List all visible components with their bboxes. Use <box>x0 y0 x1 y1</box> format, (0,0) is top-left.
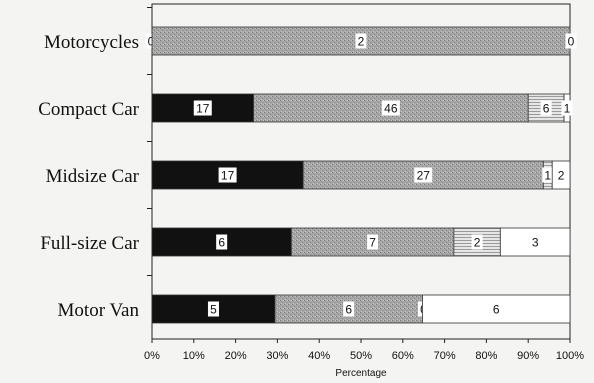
category-label: Compact Car <box>38 99 139 120</box>
x-tick-label: 70% <box>434 350 456 362</box>
data-label-box <box>193 100 212 116</box>
x-tick-label: 100% <box>556 350 584 362</box>
category-label: Full-size Car <box>40 233 139 254</box>
data-label-box <box>555 167 567 183</box>
x-tick-label: 50% <box>350 350 372 362</box>
data-label: 2 <box>474 236 481 250</box>
x-tick-label: 90% <box>517 350 539 362</box>
data-label-box <box>207 301 219 317</box>
data-label: 5 <box>210 303 217 317</box>
x-tick-label: 20% <box>225 350 247 362</box>
x-tick-label: 0% <box>144 350 160 362</box>
data-label-box <box>218 167 237 183</box>
category-label: Motorcycles <box>44 32 139 53</box>
data-label: 0 <box>568 35 575 49</box>
data-label-box <box>542 167 554 183</box>
data-label-box <box>529 234 541 250</box>
data-label-box <box>490 301 502 317</box>
category-label: Midsize Car <box>46 166 140 187</box>
data-label: 3 <box>532 236 539 250</box>
x-tick-label: 40% <box>308 350 330 362</box>
data-label-box <box>381 100 400 116</box>
data-label: 1 <box>544 169 551 183</box>
plot-area: Motorcycles0200Compact Car174661Midsize … <box>38 3 584 379</box>
data-label-box <box>367 234 379 250</box>
data-label-box <box>540 100 552 116</box>
data-label: 6 <box>218 236 225 250</box>
data-label-box <box>216 234 228 250</box>
data-label: 6 <box>345 303 352 317</box>
x-tick-label: 60% <box>392 350 414 362</box>
data-label: 6 <box>493 303 500 317</box>
data-label-box <box>414 167 433 183</box>
data-label-box <box>355 33 367 49</box>
data-label: 1 <box>564 102 571 116</box>
category-label: Motor Van <box>58 300 140 321</box>
data-label: 2 <box>558 169 565 183</box>
data-label: 0 <box>148 35 155 49</box>
data-label-box <box>471 234 483 250</box>
x-tick-label: 80% <box>475 350 497 362</box>
data-label: 7 <box>369 236 376 250</box>
data-label: 17 <box>221 169 235 183</box>
data-label: 2 <box>358 35 365 49</box>
x-axis-title: Percentage <box>335 368 387 379</box>
data-label-box <box>565 33 577 49</box>
data-label-box <box>343 301 355 317</box>
data-label-box <box>145 33 157 49</box>
data-label: 17 <box>196 102 210 116</box>
x-tick-label: 10% <box>183 350 205 362</box>
data-label: 27 <box>417 169 431 183</box>
data-label: 6 <box>543 102 550 116</box>
data-label-box <box>561 100 573 116</box>
x-tick-label: 30% <box>266 350 288 362</box>
bar-segment <box>151 93 254 123</box>
data-label: 46 <box>384 102 398 116</box>
